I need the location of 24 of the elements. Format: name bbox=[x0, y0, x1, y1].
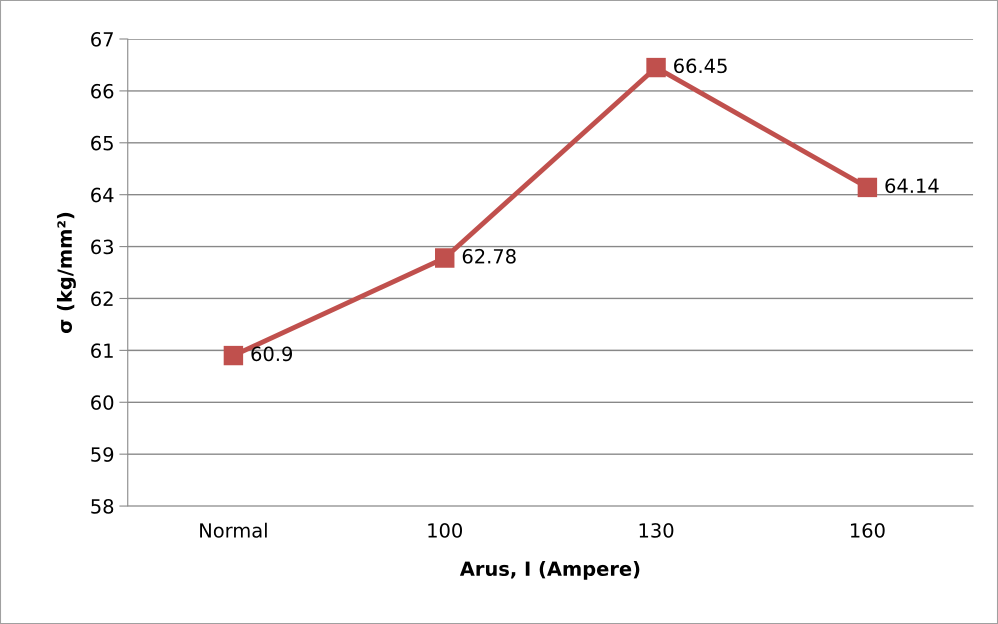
y-tick-label: 60 bbox=[91, 395, 114, 410]
x-tick-label: 130 bbox=[640, 523, 674, 538]
y-tick-label: 62 bbox=[91, 291, 113, 306]
y-tick-label: 67 bbox=[91, 32, 113, 47]
point bbox=[435, 248, 454, 268]
x-tick-label: 100 bbox=[428, 523, 462, 538]
point bbox=[224, 346, 244, 366]
y-tick-label: 63 bbox=[91, 240, 113, 254]
data-label: 62.78 bbox=[462, 248, 516, 264]
point bbox=[858, 178, 878, 198]
x-tick-label: Normal bbox=[200, 522, 267, 538]
x-tick-label: 160 bbox=[850, 523, 885, 538]
x-axis-title: Arus, I (Ampere) bbox=[460, 561, 640, 580]
y-tick-label: 66 bbox=[91, 84, 114, 99]
y-tick-label: 65 bbox=[91, 136, 113, 150]
y-tick-label: 58 bbox=[91, 499, 114, 514]
point bbox=[646, 58, 666, 78]
y-tick-label: 61 bbox=[91, 343, 113, 358]
data-label: 66.45 bbox=[674, 58, 727, 74]
y-tick-label: 59 bbox=[91, 447, 114, 462]
y-axis-title: σ (kg/mm²) bbox=[56, 212, 76, 334]
y-tick-label: 64 bbox=[91, 188, 114, 202]
data-label: 60.9 bbox=[251, 346, 292, 362]
data-label: 64.14 bbox=[885, 178, 939, 194]
